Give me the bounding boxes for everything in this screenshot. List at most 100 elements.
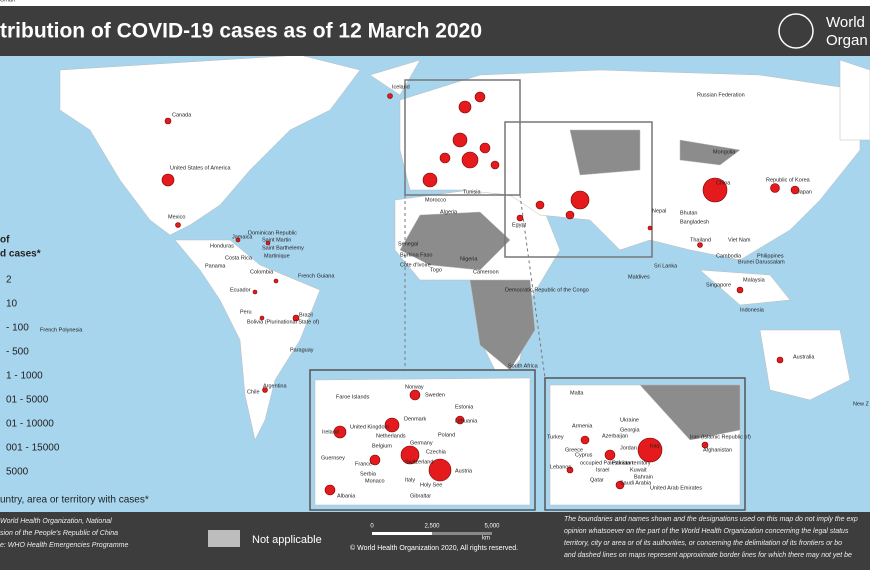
source: e: WHO Health Emergencies Programme: [0, 542, 128, 549]
country-label: Brunei Darussalam: [738, 259, 785, 265]
country-label: Ireland: [322, 429, 339, 435]
country-label: Iceland: [392, 84, 410, 90]
country-label: Paraguay: [290, 347, 314, 353]
country-label: Brazil: [299, 312, 313, 318]
country-label: Cyprus: [575, 452, 593, 458]
country-label: Jamaica: [232, 234, 253, 240]
country-label: Oman: [0, 0, 15, 3]
country-label: Cameroon: [473, 269, 499, 275]
logo-emblem: [778, 13, 814, 49]
country-label: Ecuador: [230, 287, 251, 293]
legend-item: 5000: [6, 467, 29, 478]
country-label: Viet Nam: [728, 237, 751, 243]
country-label: Qatar: [590, 477, 604, 483]
footer-bar: [0, 512, 870, 570]
country-label: Panama: [205, 263, 226, 269]
country-label: French Polynesia: [40, 327, 83, 333]
scale-label: km: [482, 536, 490, 542]
country-label: Norway: [405, 384, 424, 390]
country-label: Burkina Faso: [400, 252, 432, 258]
header-bar: [0, 6, 870, 56]
country-label: Lithuania: [455, 418, 478, 424]
country-label: Togo: [430, 267, 442, 273]
legend-item: 2: [6, 275, 12, 286]
country-label: South Africa: [508, 363, 539, 369]
country-label: United Kingdom: [350, 424, 390, 430]
country-label: New Z: [853, 401, 870, 407]
country-label: Armenia: [572, 423, 593, 429]
country-label: Kuwait: [630, 467, 647, 473]
top-strip: [0, 0, 870, 6]
country-label: Singapore: [706, 282, 731, 288]
europe-frame: [404, 79, 521, 196]
disclaimer: and dashed lines on maps represent appro…: [564, 552, 852, 559]
country-label: Philippines: [757, 253, 784, 259]
connector: [519, 194, 546, 379]
country-label: Morocco: [425, 197, 446, 203]
country-label: Switzerland: [405, 459, 433, 465]
country-label: Mongolia: [713, 149, 736, 155]
logo-text: World: [826, 14, 865, 31]
country-label: United Arab Emirates: [650, 485, 702, 491]
country-label: Canada: [172, 112, 192, 118]
country-label: Czechia: [426, 449, 447, 455]
legend-note: untry, area or territory with cases*: [0, 495, 149, 506]
country-label: Japan: [797, 189, 812, 195]
country-label: Tunisia: [463, 189, 481, 195]
country-label: Greece: [565, 447, 583, 453]
country-label: Egypt: [512, 222, 527, 228]
country-label: Indonesia: [740, 307, 765, 313]
country-label: France: [355, 461, 372, 467]
country-label: Faroe Islands: [336, 394, 370, 400]
legend-item: - 500: [6, 347, 29, 358]
country-label: Nigeria: [460, 256, 478, 262]
country-label: Australia: [793, 354, 815, 360]
country-label: Serbia: [360, 471, 377, 477]
country-label: Estonia: [455, 404, 474, 410]
me-inset-gray: [639, 384, 741, 441]
country-label: Saudi Arabia: [620, 480, 652, 486]
legend-item: 001 - 15000: [6, 443, 60, 454]
country-label: Chile: [247, 389, 260, 395]
country-label: Cote d'Ivoire: [400, 262, 431, 268]
scale-bar: [432, 532, 492, 535]
country-label: Poland: [438, 432, 455, 438]
country-label: Costa Rica: [225, 255, 253, 261]
country-label: Holy See: [420, 482, 442, 488]
land: [59, 54, 870, 441]
country-label: Saint Barthelemy: [262, 245, 304, 251]
legend-title: d cases*: [0, 249, 41, 260]
country-label: Senegal: [398, 241, 418, 247]
country-label: Maldives: [628, 274, 650, 280]
country-label: Guernsey: [321, 455, 345, 461]
country-label: French Guiana: [298, 273, 335, 279]
country-label: Belgium: [372, 443, 392, 449]
country-label: Afghanistan: [703, 447, 732, 453]
country-label: Lebanon: [550, 464, 571, 470]
country-label: Thailand: [690, 237, 711, 243]
country-label: Gibraltar: [410, 493, 431, 499]
source: World Health Organization, National: [0, 518, 112, 525]
disclaimer: territory, city or area or of its author…: [564, 540, 842, 547]
disclaimer: The boundaries and names shown and the d…: [564, 516, 858, 523]
middle-east-frame: [504, 121, 653, 258]
na-label: Not applicable: [252, 534, 322, 546]
country-label: Russian Federation: [697, 92, 745, 98]
country-label: Monaco: [365, 478, 385, 484]
country-label: Malta: [570, 390, 584, 396]
country-label: Israel: [596, 467, 609, 473]
country-label: Sri Lanka: [654, 263, 678, 269]
country-label: Iran (Islamic Republic of): [690, 434, 751, 440]
country-label: Iraq: [650, 443, 659, 449]
legend-item: 1 - 1000: [6, 371, 43, 382]
country-label: Saint Martin: [262, 237, 291, 243]
country-label: Jordan: [620, 445, 637, 451]
country-label: Georgia: [620, 427, 641, 433]
bubbles: [161, 91, 800, 496]
title: tribution of COVID-19 cases as of 12 Mar…: [0, 20, 482, 43]
country-label: Peru: [240, 309, 252, 315]
country-label: Bahrain: [634, 474, 653, 480]
country-label: Denmark: [404, 416, 427, 422]
country-label: Honduras: [210, 243, 234, 249]
